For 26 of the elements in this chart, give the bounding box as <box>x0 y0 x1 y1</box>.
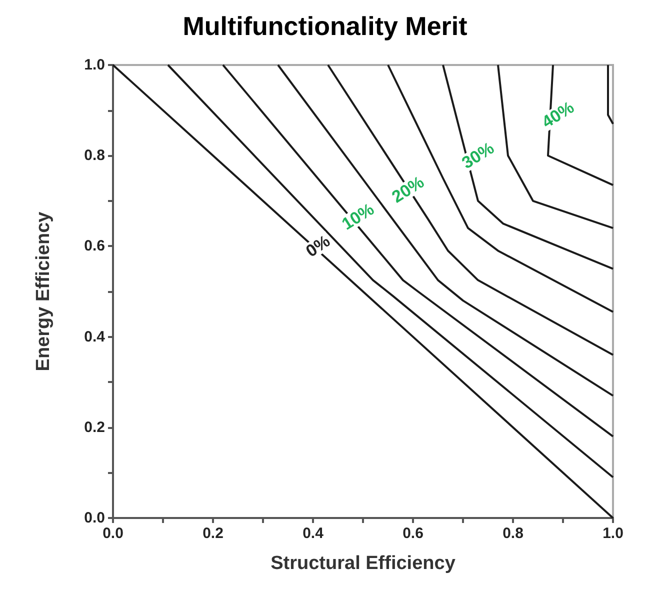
x-tick-label: 0.8 <box>502 525 524 542</box>
chart-title: Multifunctionality Merit <box>182 11 468 41</box>
line-series <box>222 64 614 438</box>
annotation: 40% <box>538 98 578 132</box>
x-tick-label: 1.0 <box>602 525 624 542</box>
x-tick-label: 0.0 <box>102 525 124 542</box>
annotation: 0% <box>302 231 334 261</box>
x-tick-label: 0.4 <box>302 525 324 542</box>
annotation: 10% <box>338 200 378 234</box>
line-series <box>387 64 614 313</box>
y-tick-label: 0.8 <box>84 147 105 164</box>
annotation: 30% <box>458 138 498 173</box>
line-series <box>277 64 614 397</box>
y-tick-label: 0.0 <box>84 510 105 526</box>
y-tick-label: 0.6 <box>84 238 105 255</box>
y-tick-label: 0.4 <box>84 328 106 346</box>
line-series <box>442 64 614 270</box>
y-axis-title: Energy Efficiency <box>33 211 54 372</box>
line-series <box>497 64 614 230</box>
x-tick-label: 0.2 <box>202 525 224 542</box>
y-tick-label: 1.0 <box>84 56 105 74</box>
x-tick-label: 0.6 <box>402 525 424 542</box>
annotation: 20% <box>388 172 428 207</box>
x-axis-title: Structural Efficiency <box>270 553 456 574</box>
line-series <box>167 64 614 478</box>
y-tick-label: 0.2 <box>84 418 105 436</box>
